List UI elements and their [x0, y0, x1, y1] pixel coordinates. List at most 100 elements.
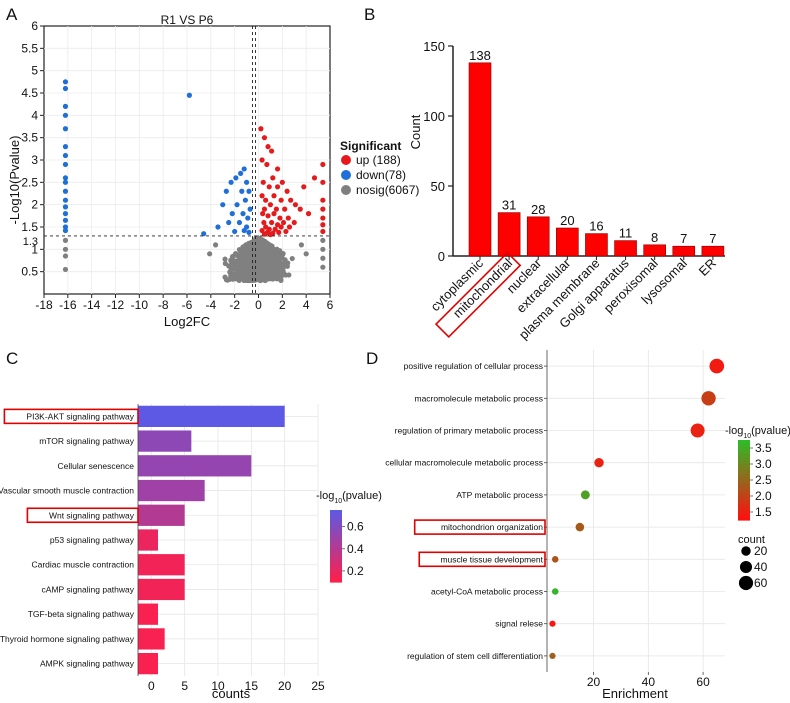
pathway-colorbar-segment — [330, 528, 342, 532]
pathway-category-label: Vascular smooth muscle contraction — [0, 486, 134, 496]
nosig-point — [268, 245, 274, 251]
location-bar — [556, 227, 579, 257]
up-point — [305, 211, 312, 217]
location-bar — [526, 216, 550, 257]
volcano-xtick-label: -14 — [83, 298, 101, 312]
down-point — [243, 179, 250, 185]
nosig-point — [62, 237, 69, 243]
nosig-point — [228, 262, 234, 269]
nosig-point — [232, 273, 239, 279]
pathway-bar — [138, 504, 185, 526]
down-point — [232, 228, 238, 235]
down-point — [62, 204, 69, 210]
volcano-legend-title: Significant — [340, 139, 401, 153]
up-point — [280, 219, 287, 226]
down-point — [62, 175, 69, 181]
nosig-point — [229, 254, 236, 260]
pathway-bar — [138, 653, 158, 675]
pathway-bar-chart: PI3K-AKT signaling pathway mTOR signaling… — [0, 404, 382, 701]
location-bar — [614, 240, 637, 257]
volcano-ytick-label: 4.5 — [21, 86, 38, 100]
nosig-point — [262, 259, 268, 265]
go-colorbar-segment — [738, 473, 750, 478]
highlight-box-pathway — [26, 507, 139, 524]
down-point — [238, 170, 244, 176]
down-point — [245, 215, 251, 221]
nosig-point — [222, 260, 228, 267]
location-bar-value: 8 — [651, 230, 658, 245]
down-point — [240, 211, 246, 217]
nosig-point — [236, 271, 243, 277]
up-point — [278, 224, 284, 230]
up-point — [269, 148, 275, 154]
up-point — [282, 206, 288, 212]
location-bar-value: 31 — [502, 198, 516, 213]
volcano-xtick-label: -6 — [182, 298, 193, 312]
panel-letter-a: A — [6, 5, 18, 24]
volcano-ytick-label: 5.5 — [21, 41, 38, 55]
go-colorbar-segment — [738, 446, 750, 451]
down-point — [62, 211, 69, 217]
go-colorbar-label: 1.5 — [755, 505, 772, 519]
volcano-ytick-label: 3 — [31, 153, 38, 167]
pathway-category-label: Thyroid hormone signaling pathway — [0, 634, 135, 644]
pathway-xtick-label: 5 — [181, 679, 188, 693]
highlight-box-pathway — [3, 408, 139, 425]
up-point — [277, 215, 283, 221]
pathway-colorbar-segment — [330, 522, 342, 526]
go-dot — [549, 620, 556, 627]
go-dot — [551, 588, 559, 595]
up-point — [311, 175, 318, 181]
go-colorbar-segment — [738, 490, 750, 494]
nosig-point — [262, 275, 268, 282]
down-point — [215, 224, 221, 230]
go-colorbar-segment — [738, 440, 750, 444]
go-colorbar-segment — [738, 456, 750, 461]
up-point — [291, 219, 297, 226]
volcano-ytick-label: 6 — [31, 19, 38, 33]
nosig-point — [207, 251, 213, 257]
highlight-box-mitochondrial — [434, 251, 522, 338]
nosig-point — [320, 255, 326, 261]
location-bar — [701, 245, 725, 257]
up-point — [260, 179, 266, 185]
highlight-box-go — [413, 519, 546, 535]
up-point — [272, 226, 278, 232]
up-point — [259, 157, 265, 163]
nosig-point — [282, 260, 288, 266]
up-point — [258, 126, 264, 132]
volcano-ytick-label: 0.5 — [21, 265, 38, 279]
down-point — [186, 92, 192, 98]
go-colorbar-label: 2.0 — [755, 489, 772, 503]
location-bar-value: 7 — [680, 231, 687, 246]
pathway-xlabel: counts — [212, 686, 251, 701]
highlight-box-go — [418, 551, 546, 568]
down-point — [62, 224, 69, 230]
down-point — [62, 126, 69, 132]
nosig-point — [257, 256, 263, 262]
pathway-colorbar-segment — [330, 567, 342, 571]
down-point — [228, 179, 234, 185]
pathway-bar — [138, 479, 205, 502]
down-point — [226, 219, 232, 226]
volcano-title: R1 VS P6 — [161, 13, 214, 27]
volcano-xtick-label: -4 — [205, 298, 216, 312]
go-category-label: regulation of stem cell differentiation — [407, 651, 543, 661]
volcano-ytick-label: 5 — [31, 64, 38, 78]
up-point — [297, 206, 303, 212]
location-ytick-label: 150 — [423, 39, 445, 54]
pathway-bar — [138, 529, 158, 551]
down-point — [62, 188, 69, 194]
up-point — [274, 184, 281, 190]
nosig-point — [236, 277, 242, 284]
pathway-xtick-label: 0 — [148, 679, 155, 693]
up-point — [269, 219, 275, 226]
go-xtick-label: 60 — [696, 675, 710, 689]
legend-label: up (188) — [356, 153, 401, 167]
up-point — [292, 202, 299, 208]
down-point — [220, 202, 226, 208]
go-size-legend: count 20 40 60 — [738, 534, 768, 591]
go-colorbar-segment — [738, 510, 750, 514]
volcano-ytick-label: 2.5 — [21, 175, 38, 189]
